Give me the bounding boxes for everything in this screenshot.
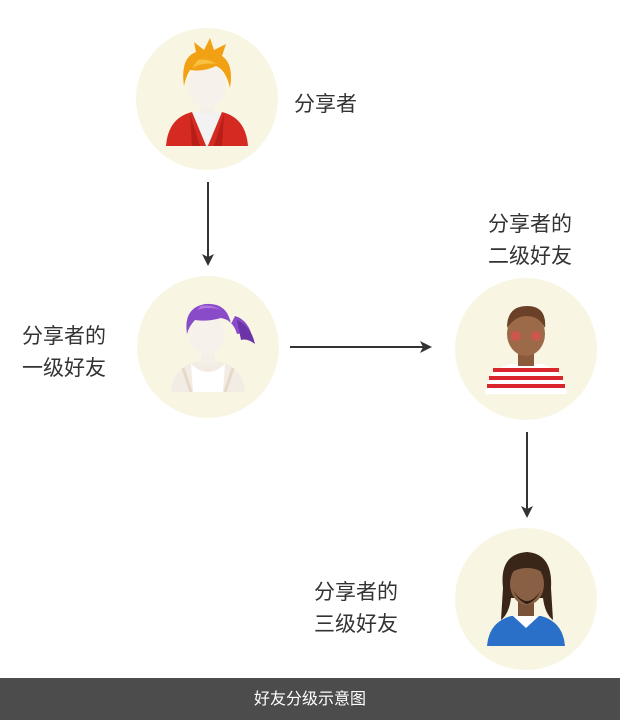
node-third-level: [455, 528, 597, 670]
label-first-level-line2: 一级好友: [22, 356, 106, 380]
label-first-level: 分享者的 一级好友: [22, 320, 106, 384]
avatar-blond-red-jacket-icon: [166, 38, 248, 148]
label-second-level-line2: 二级好友: [488, 244, 572, 268]
label-sharer-line1: 分享者: [294, 92, 357, 116]
avatar-long-hair-blue-shirt-icon: [487, 552, 565, 646]
avatar-purple-ponytail-icon: [171, 303, 255, 393]
node-second-level: [455, 278, 597, 420]
label-third-level-line1: 分享者的: [314, 580, 398, 604]
avatar-striped-shirt-icon: [485, 306, 567, 394]
label-third-level-line2: 三级好友: [314, 612, 398, 636]
node-first-level: [137, 276, 279, 418]
label-first-level-line1: 分享者的: [22, 324, 106, 348]
label-sharer: 分享者: [294, 88, 357, 120]
label-third-level: 分享者的 三级好友: [314, 576, 398, 640]
node-sharer: [136, 28, 278, 170]
label-second-level-line1: 分享者的: [488, 212, 572, 236]
label-second-level: 分享者的 二级好友: [488, 208, 572, 272]
footer-caption: 好友分级示意图: [0, 678, 620, 720]
